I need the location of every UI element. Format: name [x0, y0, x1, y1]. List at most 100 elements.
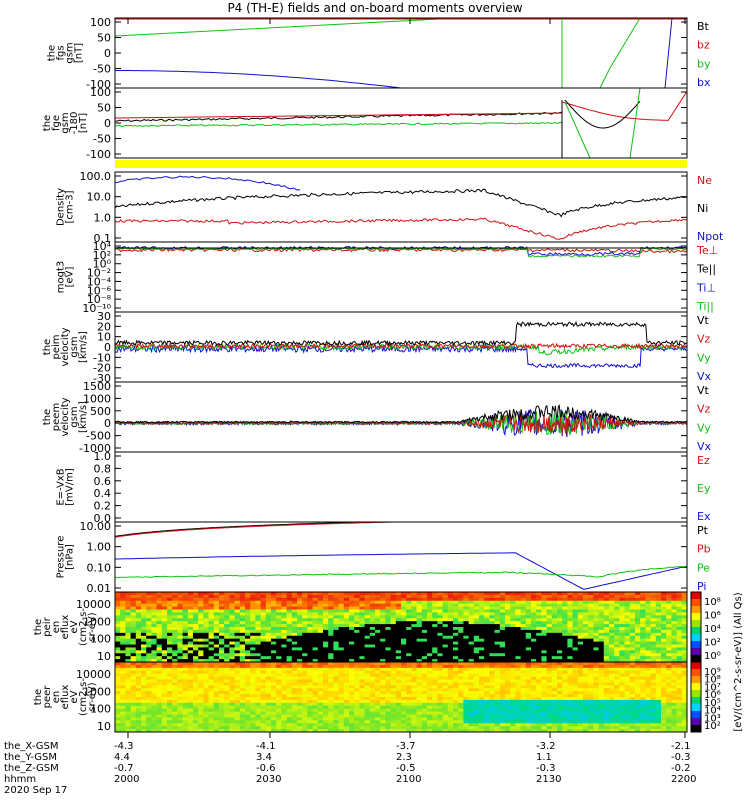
- ylabel-line: eflux: [60, 685, 71, 710]
- ylabel-line: sr-eV): [87, 612, 98, 641]
- series-Vz: [115, 342, 687, 350]
- footer-value: -3.7: [396, 741, 416, 752]
- series-Vt: [115, 404, 687, 424]
- ylabel-line: velocity: [60, 397, 71, 436]
- ylabel-line: [mV/m]: [65, 468, 76, 506]
- ytick-label: 10: [97, 650, 111, 663]
- legend-vt: Vt: [697, 314, 710, 327]
- series-green-after: [564, 88, 641, 158]
- colorbar-tick-label: 10⁶: [704, 690, 721, 701]
- ylabel-line: Pressure: [56, 536, 67, 579]
- panel-frame: [114, 17, 688, 89]
- footer-value: -0.3: [671, 752, 691, 763]
- colorbar-title: [eV/(cm^2-s-sr-eV)] (All Qs): [733, 592, 744, 731]
- colorbar-tick-label: 10²: [704, 721, 721, 732]
- ytick-label: 10⁰: [93, 258, 112, 271]
- panel-p3: 100.0 10.0 1.0 0.1 Density[cm-3] Ne Ni Npot: [56, 170, 724, 245]
- ylabel-line: [eV]: [65, 267, 76, 288]
- panel-p8: 10.00 1.00 0.10 0.01 Pressure[nPa] Pt Pb Pe Pi: [56, 520, 711, 595]
- panel-frame: [114, 241, 688, 313]
- footer-value: -2.1: [671, 741, 691, 752]
- footer-value: 3.4: [256, 752, 272, 763]
- series-Ne: [115, 217, 687, 240]
- colorbar-tick-label: 10⁵: [704, 698, 721, 709]
- series-by-rise: [599, 18, 641, 88]
- legend-vy: Vy: [697, 351, 711, 364]
- panel-p7: 1.00.80.60.40.20.0 E=-VxB[mV/m] Ez Ey Ex: [56, 450, 711, 525]
- series-green: [115, 121, 563, 128]
- footer-value: 2000: [114, 774, 140, 785]
- colorbar-tick-label: 10⁷: [704, 682, 721, 693]
- ytick-label: 100: [90, 16, 111, 29]
- legend-ni: Ni: [697, 202, 708, 215]
- ytick-label: -100: [86, 78, 111, 91]
- footer-value: 2.3: [396, 752, 412, 763]
- series-Ni: [115, 188, 687, 218]
- series-red-after: [561, 91, 687, 121]
- footer-value: 2200: [671, 774, 697, 785]
- ylabel-line: -180: [69, 112, 80, 135]
- ytick-label: -100: [86, 148, 111, 161]
- footer-value: 1.1: [536, 752, 552, 763]
- ylabel-line: [km/s]: [78, 331, 89, 363]
- colorbar-tick-label: 10⁸: [704, 597, 721, 608]
- ytick-label: 50: [97, 102, 111, 115]
- series-Pt: [115, 522, 383, 537]
- ytick-label: 0.8: [94, 462, 112, 475]
- ytick-label: 0.10: [87, 561, 112, 574]
- series-black: [115, 111, 562, 123]
- data-availability-bar: [115, 160, 687, 168]
- ytick-label: 100: [90, 703, 111, 716]
- ylabel-line: E=-VxB: [56, 468, 67, 505]
- ytick-label: 30: [97, 310, 111, 323]
- legend-npot: Npot: [697, 230, 724, 243]
- ytick-label: 1000: [83, 392, 111, 405]
- panel-frame: [114, 87, 688, 159]
- footer-value: -0.2: [671, 763, 691, 774]
- ytick-label: 10000: [76, 598, 111, 611]
- legend-vz: Vz: [697, 403, 711, 416]
- footer-value: -4.3: [114, 741, 134, 752]
- ytick-label: 10⁴: [93, 240, 112, 253]
- ytick-label: -1000: [79, 442, 111, 455]
- series-bx-rise: [664, 18, 673, 88]
- ylabel-line: gsm: [69, 406, 80, 427]
- series-by: [115, 18, 468, 37]
- ylabel-line: mogt3: [56, 261, 67, 294]
- legend-vx: Vx: [697, 440, 712, 453]
- footer-value: 2130: [536, 774, 562, 785]
- panel-p9: 10000 1000 100 10 thepeirenefluxeV(cm2-s-sr-…: [33, 591, 688, 663]
- legend-vy: Vy: [697, 421, 711, 434]
- legend-ey: Ey: [697, 482, 711, 495]
- ylabel-line: en: [51, 691, 62, 704]
- footer-value: -4.1: [256, 741, 276, 752]
- colorbar-p9: 10⁸ 10⁶ 10⁴ 10² 10⁰: [690, 591, 721, 663]
- ytick-label: -50: [93, 133, 111, 146]
- ylabel-line: [nT]: [74, 43, 85, 63]
- colorbar-tick-label: 10⁸: [704, 675, 721, 686]
- ytick-label: 10⁻⁶: [87, 284, 112, 297]
- ytick-label: 0: [104, 47, 111, 60]
- footer-value: -0.5: [396, 763, 416, 774]
- series-Npot: [115, 175, 301, 191]
- series-Vt: [115, 321, 687, 347]
- ytick-label: 0.4: [94, 487, 112, 500]
- ylabel-line: eflux: [60, 615, 71, 640]
- footer-row-label: hhmm: [4, 774, 37, 785]
- ytick-label: -500: [86, 430, 111, 443]
- legend-te⊥: Te⊥: [696, 244, 718, 257]
- footer-value: -0.6: [256, 763, 276, 774]
- footer-date: 2020 Sep 17: [4, 785, 68, 796]
- chart-title: P4 (TH-E) fields and on-board moments ov…: [227, 1, 523, 15]
- ylabel-line: sr-eV): [87, 682, 98, 711]
- series-Vz: [115, 412, 687, 435]
- ytick-label: 10⁻⁴: [87, 275, 112, 288]
- ylabel-line: eV: [69, 620, 80, 633]
- ytick-label: 0.0: [94, 512, 112, 525]
- ytick-label: 100: [90, 86, 111, 99]
- ylabel-line: the: [47, 45, 58, 61]
- legend-pi: Pi: [697, 580, 706, 593]
